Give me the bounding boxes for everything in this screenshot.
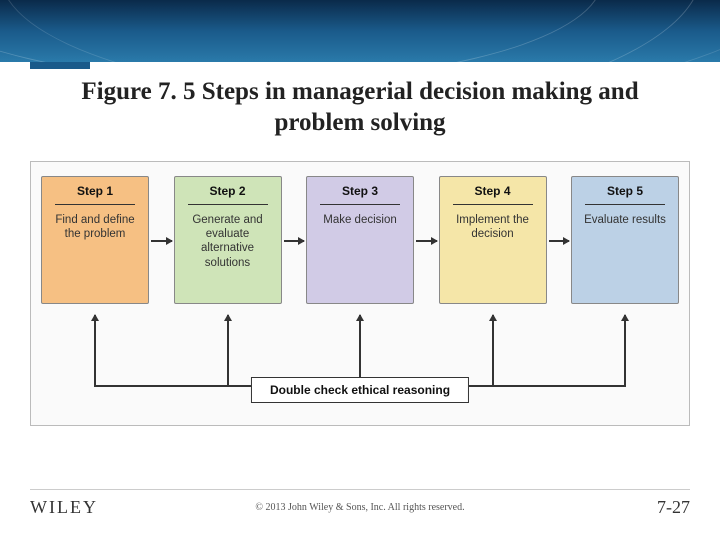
- step-description: Generate and evaluate alternative soluti…: [182, 213, 274, 271]
- step-label: Step 4: [447, 184, 539, 198]
- step-box-1: Step 1 Find and define the problem: [41, 176, 149, 304]
- step-label: Step 2: [182, 184, 274, 198]
- step-description: Make decision: [314, 213, 406, 227]
- step-description: Evaluate results: [579, 213, 671, 227]
- flowchart-container: Step 1 Find and define the problem Step 2 G…: [30, 161, 690, 426]
- banner-tab: [30, 62, 90, 69]
- publisher-logo: WILEY: [30, 497, 98, 518]
- step-label: Step 5: [579, 184, 671, 198]
- feedback-arrow-up: [492, 315, 494, 387]
- feedback-arrow-up: [94, 315, 96, 387]
- slide-banner: [0, 0, 720, 62]
- step-description: Implement the decision: [447, 213, 539, 242]
- copyright-text: © 2013 John Wiley & Sons, Inc. All right…: [255, 502, 464, 513]
- step-box-5: Step 5 Evaluate results: [571, 176, 679, 304]
- step-box-2: Step 2 Generate and evaluate alternative …: [174, 176, 282, 304]
- page-number: 7-27: [657, 497, 690, 518]
- footer-rule: [30, 489, 690, 490]
- feedback-arrow-up: [227, 315, 229, 387]
- feedback-arrow-up: [624, 315, 626, 387]
- slide-footer: WILEY © 2013 John Wiley & Sons, Inc. All…: [0, 497, 720, 518]
- step-label: Step 3: [314, 184, 406, 198]
- ethics-check-box: Double check ethical reasoning: [251, 377, 469, 403]
- step-box-3: Step 3 Make decision: [306, 176, 414, 304]
- step-box-4: Step 4 Implement the decision: [439, 176, 547, 304]
- step-label: Step 1: [49, 184, 141, 198]
- step-description: Find and define the problem: [49, 213, 141, 242]
- figure-title: Figure 7. 5 Steps in managerial decision…: [0, 62, 720, 139]
